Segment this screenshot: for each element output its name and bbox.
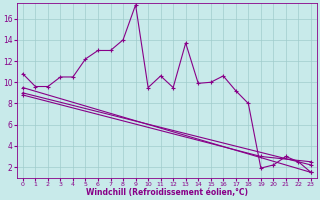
X-axis label: Windchill (Refroidissement éolien,°C): Windchill (Refroidissement éolien,°C) bbox=[86, 188, 248, 197]
